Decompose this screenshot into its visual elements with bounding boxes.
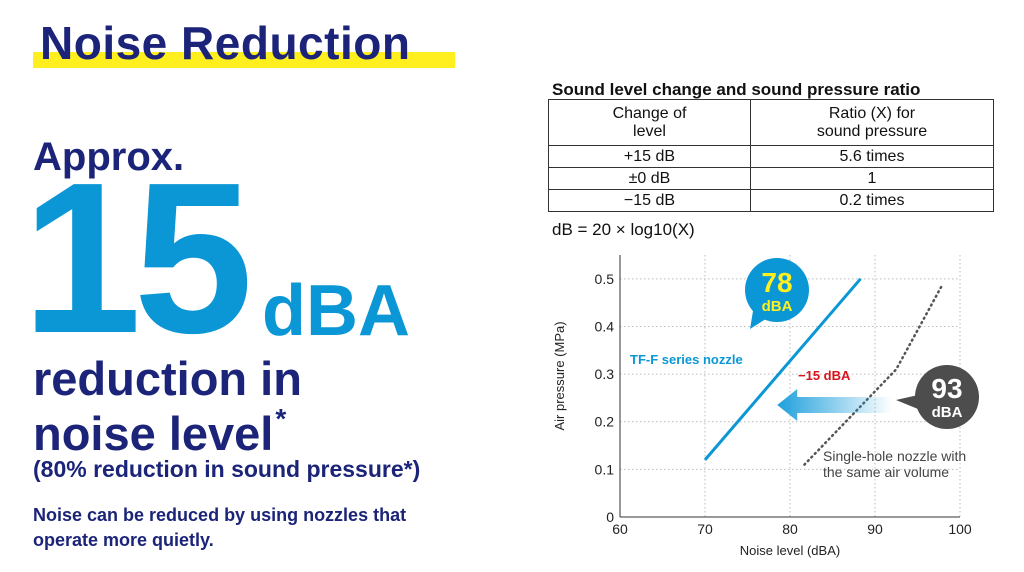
- table-title: Sound level change and sound pressure ra…: [552, 80, 921, 99]
- header-ratio-text: Ratio (X) for sound pressure: [816, 104, 928, 140]
- y-axis-label: Air pressure (MPa): [552, 321, 567, 430]
- asterisk: *: [275, 403, 287, 434]
- cell-ratio: 5.6 times: [750, 145, 994, 168]
- cell-change: ±0 dB: [548, 167, 751, 190]
- y-tick-label: 0.2: [595, 414, 615, 430]
- x-tick-label: 100: [948, 521, 972, 537]
- series-line-tf-f: [703, 277, 862, 461]
- cell-ratio: 0.2 times: [750, 189, 994, 212]
- y-tick-label: 0.1: [595, 461, 615, 477]
- x-axis-label: Noise level (dBA): [740, 543, 840, 558]
- cell-change: −15 dB: [548, 189, 751, 212]
- y-tick-label: 0: [606, 509, 614, 525]
- table-header-row: Change of level Ratio (X) for sound pressu…: [548, 99, 994, 146]
- series-label-tf-f: TF-F series nozzle: [630, 352, 743, 367]
- header-change: Change of level: [548, 99, 751, 146]
- formula: dB = 20 × log10(X): [552, 220, 695, 239]
- header-ratio: Ratio (X) for sound pressure: [750, 99, 994, 146]
- callout-tf-bubble: [745, 258, 809, 322]
- reduction-label: −15 dBA: [798, 368, 851, 383]
- x-tick-label: 60: [612, 521, 628, 537]
- page-title: Noise Reduction: [40, 17, 411, 69]
- callout-tf-unit: dBA: [762, 298, 793, 315]
- table-row: +15 dB 5.6 times: [548, 145, 994, 168]
- cell-change: +15 dB: [548, 145, 751, 168]
- cell-ratio: 1: [750, 167, 994, 190]
- table-row: −15 dB 0.2 times: [548, 189, 994, 212]
- series-label-single-hole: Single-hole nozzle with the same air volu…: [823, 448, 966, 480]
- reduction-line-2: noise level*: [33, 403, 287, 460]
- description: Noise can be reduced by using nozzles th…: [33, 505, 407, 550]
- x-tick-label: 90: [867, 521, 883, 537]
- table-row: ±0 dB 1: [548, 167, 994, 190]
- y-tick-label: 0.4: [595, 318, 615, 334]
- callout-single-bubble: [915, 365, 979, 429]
- series-line-single-hole: [803, 282, 945, 466]
- big-number: 15: [22, 137, 253, 378]
- reduction-arrow: [777, 389, 892, 422]
- pressure-note: (80% reduction in sound pressure*): [33, 456, 421, 482]
- noise-chart: 60 70 80 90 100 0 0.1 0.2 0.3 0.4 0.5 Noise level (…: [552, 255, 979, 558]
- ratio-table: Change of level Ratio (X) for sound pressu…: [548, 99, 994, 212]
- series-label-single-hole-line: Single-hole nozzle with: [823, 448, 966, 464]
- series-label-single-hole-line: the same air volume: [823, 464, 949, 480]
- y-tick-label: 0.5: [595, 271, 615, 287]
- header-change-text: Change of level: [612, 104, 687, 140]
- reduction-line-1: reduction in: [33, 352, 302, 405]
- x-tick-label: 70: [697, 521, 713, 537]
- callout-single-unit: dBA: [932, 404, 963, 421]
- y-tick-label: 0.3: [595, 366, 615, 382]
- title-highlight: [33, 52, 455, 68]
- callout-single-value: 93: [931, 373, 962, 404]
- reduction-line-2-text: noise level: [33, 407, 274, 460]
- x-tick-label: 80: [782, 521, 798, 537]
- callout-tf-value: 78: [761, 267, 792, 298]
- unit-label: dBA: [262, 271, 410, 351]
- approx-label: Approx.: [33, 135, 185, 179]
